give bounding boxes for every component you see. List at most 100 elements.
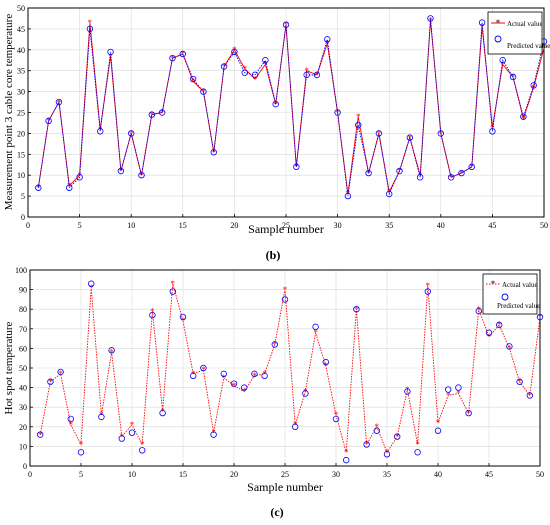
legend-actual-star-icon: * (491, 279, 496, 289)
data-point-predicted (200, 364, 207, 372)
legend-box (482, 273, 538, 315)
data-point-predicted (169, 54, 176, 62)
data-point-actual: * (542, 43, 547, 53)
data-point-predicted (455, 384, 462, 391)
data-point-predicted (148, 111, 156, 118)
panel-caption: (c) (270, 505, 283, 519)
data-point-predicted (220, 370, 227, 378)
data-point-predicted (509, 73, 517, 81)
x-tick-label: 40 (437, 221, 445, 230)
data-point-predicted (499, 57, 506, 64)
data-point-actual: * (171, 279, 176, 289)
data-point-predicted (87, 280, 95, 287)
data-point-predicted (447, 174, 455, 181)
x-tick-label: 30 (334, 221, 342, 230)
y-tick-label: 90 (19, 286, 27, 295)
data-point-actual: * (304, 66, 309, 76)
series-layer: ****************************************… (35, 15, 548, 200)
data-point-predicted (303, 71, 310, 79)
x-tick-label: 5 (79, 470, 83, 479)
data-point-predicted (434, 427, 442, 434)
data-point-predicted (189, 372, 197, 380)
y-tick-label: 70 (19, 325, 27, 334)
data-point-actual: * (294, 162, 299, 172)
data-point-predicted (210, 431, 217, 438)
data-point-actual: * (436, 418, 441, 428)
data-point-predicted (159, 409, 166, 417)
data-point-predicted (375, 130, 383, 137)
grid (30, 270, 540, 466)
data-point-actual: * (364, 440, 369, 450)
y-tick-label: 25 (17, 109, 25, 118)
data-point-predicted (465, 409, 472, 417)
data-point-actual: * (140, 440, 145, 450)
data-point-predicted (292, 423, 299, 430)
data-point-actual: * (48, 377, 53, 387)
data-point-actual: * (517, 377, 522, 387)
y-axis-label: Measurement point 3 cable core temperatu… (3, 14, 15, 211)
panel-caption: (b) (266, 248, 281, 262)
y-tick-label: 30 (17, 88, 25, 97)
y-tick-label: 10 (19, 442, 27, 451)
x-tick-label: 15 (179, 221, 187, 230)
data-point-actual: * (201, 365, 206, 375)
x-axis: 0 5 10 15 20 25 30 35 40 45 50 (28, 463, 544, 479)
data-point-predicted (468, 163, 475, 171)
data-point-predicted (334, 109, 341, 116)
data-point-predicted (516, 378, 523, 385)
data-point-actual: * (69, 420, 74, 430)
data-point-predicted (302, 390, 309, 397)
data-point-predicted (343, 456, 350, 464)
data-point-predicted (414, 449, 421, 456)
data-point-predicted (57, 368, 64, 376)
data-point-actual: * (405, 385, 410, 395)
data-point-predicted (526, 392, 533, 399)
data-point-predicted (210, 149, 217, 156)
data-point-actual: * (334, 410, 339, 420)
data-point-predicted (282, 21, 290, 28)
data-point-actual: * (263, 60, 268, 70)
data-point-predicted (37, 431, 44, 438)
data-point-actual: * (38, 430, 43, 440)
data-point-predicted (189, 75, 197, 83)
x-axis-label: Sample number (248, 222, 324, 236)
x-tick-label: 10 (127, 221, 135, 230)
y-axis: 0 10 20 30 40 50 60 70 80 90 100 (15, 266, 33, 471)
x-tick-label: 0 (28, 470, 32, 479)
data-point-predicted (530, 82, 537, 89)
data-point-actual: * (253, 74, 258, 84)
data-point-actual: * (191, 76, 196, 86)
data-point-actual: * (181, 316, 186, 326)
data-point-predicted (281, 296, 289, 303)
x-tick-label: 20 (230, 221, 238, 230)
data-point-actual: * (415, 440, 420, 450)
data-point-predicted (489, 128, 496, 135)
data-point-predicted (200, 88, 207, 95)
x-tick-label: 25 (282, 221, 290, 230)
y-tick-label: 5 (21, 192, 25, 201)
data-point-actual: * (293, 420, 298, 430)
y-tick-label: 20 (17, 129, 25, 138)
data-point-actual: * (500, 60, 505, 70)
data-point-predicted (45, 117, 52, 125)
data-point-predicted (353, 306, 360, 313)
data-point-actual: * (120, 432, 125, 442)
data-point-predicted (383, 451, 391, 458)
data-point-predicted (77, 449, 85, 456)
y-tick-label: 40 (17, 46, 25, 55)
data-point-predicted (406, 134, 414, 141)
data-point-predicted (76, 174, 83, 181)
data-point-predicted (127, 130, 135, 137)
data-point-predicted (394, 433, 401, 440)
data-point-predicted (35, 184, 42, 191)
x-tick-label: 20 (230, 470, 238, 479)
data-point-actual: * (89, 283, 94, 293)
data-point-actual: * (521, 114, 526, 124)
data-point-actual: * (490, 122, 495, 132)
y-tick-label: 30 (19, 403, 27, 412)
data-point-actual: * (477, 304, 482, 314)
legend-predicted-circle-icon (494, 35, 502, 43)
legend-predicted-label: Predicted value (497, 302, 540, 310)
data-point-predicted (179, 50, 186, 58)
legend-predicted-circle-icon (501, 293, 509, 301)
